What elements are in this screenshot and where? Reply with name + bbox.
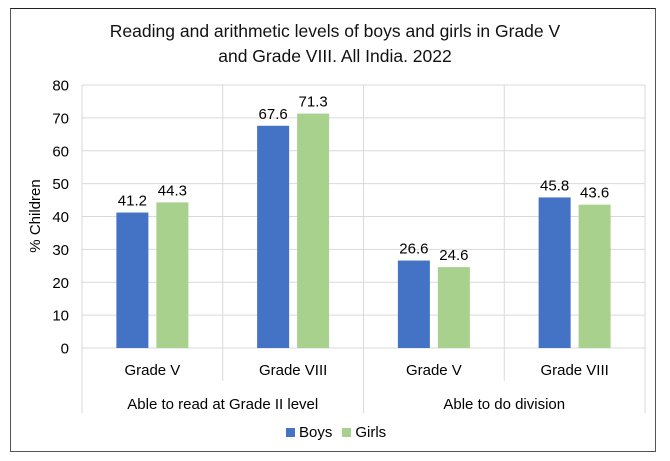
bar-boys [116, 212, 149, 348]
chart-title-line-1: Reading and arithmetic levels of boys an… [109, 21, 561, 41]
legend-swatch-boys [286, 428, 295, 437]
x-tick-label: Grade V [124, 362, 180, 379]
y-tick-label: 70 [52, 110, 69, 127]
data-label: 44.3 [158, 182, 187, 199]
y-tick-label: 50 [52, 176, 69, 193]
bar-girls [437, 267, 470, 348]
data-label: 71.3 [299, 94, 328, 111]
chart-frame [10, 8, 656, 452]
data-label: 41.2 [118, 193, 147, 210]
y-axis-label: % Children [27, 179, 44, 252]
y-tick-label: 10 [52, 308, 69, 325]
bar-boys [257, 125, 290, 348]
x-group-label: Able to do division [443, 396, 565, 413]
y-tick-label: 30 [52, 242, 69, 259]
data-label: 67.6 [259, 106, 288, 123]
x-tick-label: Grade V [406, 362, 462, 379]
legend-label-boys: Boys [299, 424, 333, 441]
y-tick-label: 80 [52, 78, 69, 95]
x-tick-label: Grade VIII [540, 362, 608, 379]
bar-girls [297, 113, 330, 348]
chart-title-line-2: and Grade VIII. All India. 2022 [218, 46, 452, 66]
y-tick-label: 0 [61, 341, 69, 358]
data-label: 45.8 [540, 177, 569, 194]
legend: Boys Girls [286, 424, 396, 441]
legend-swatch-girls [342, 428, 352, 437]
bar-girls [578, 204, 611, 348]
legend-item-boys: Boys [286, 424, 332, 441]
y-tick-label: 60 [52, 143, 69, 160]
data-label: 24.6 [439, 247, 468, 264]
data-label: 26.6 [399, 241, 428, 258]
bar-boys [397, 260, 430, 348]
x-tick-label: Grade VIII [259, 362, 327, 379]
bar-boys [538, 197, 571, 348]
legend-label-girls: Girls [355, 424, 387, 441]
legend-item-girls: Girls [342, 424, 386, 441]
data-label: 43.6 [580, 185, 609, 202]
bar-girls [156, 202, 189, 348]
y-tick-label: 20 [52, 275, 69, 292]
x-group-label: Able to read at Grade II level [127, 396, 318, 413]
y-tick-label: 40 [52, 209, 69, 226]
